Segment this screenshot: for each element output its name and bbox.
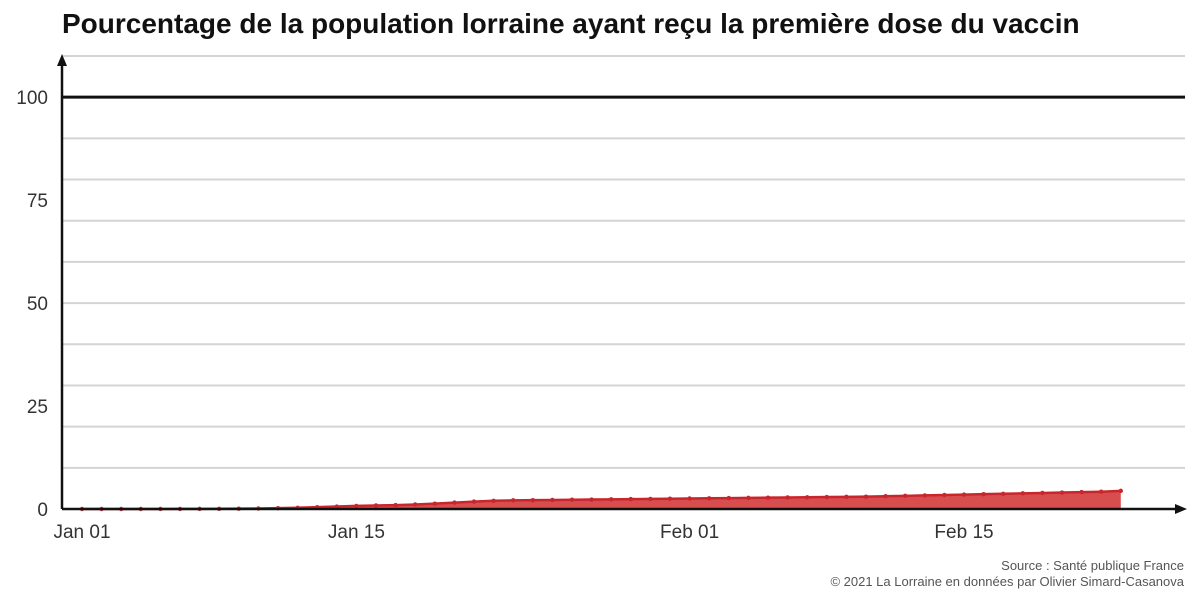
- data-point: [765, 495, 771, 500]
- x-tick-label: Feb 15: [934, 522, 993, 543]
- y-axis-arrow: [57, 54, 67, 66]
- source-note: Source : Santé publique France: [1001, 558, 1184, 573]
- data-point: [393, 502, 398, 508]
- data-point: [746, 495, 751, 501]
- data-point: [628, 496, 633, 502]
- data-point: [491, 498, 496, 503]
- data-point: [844, 494, 849, 500]
- data-point: [1118, 488, 1124, 494]
- data-point: [471, 499, 477, 504]
- y-tick-label: 50: [27, 294, 48, 315]
- axes: [57, 54, 1187, 514]
- data-point: [589, 497, 594, 502]
- data-point: [1040, 490, 1045, 496]
- data-point: [687, 496, 692, 501]
- data-point: [824, 494, 829, 500]
- data-point: [432, 501, 437, 506]
- y-tick-label: 0: [37, 500, 48, 521]
- data-point: [452, 500, 457, 505]
- data-point: [1020, 491, 1025, 496]
- data-point: [1059, 490, 1065, 495]
- data-point: [707, 496, 712, 501]
- data-point: [667, 496, 673, 501]
- y-tick-label: 100: [16, 88, 48, 109]
- data-point: [726, 495, 731, 501]
- data-point: [863, 494, 869, 499]
- data-point: [334, 504, 339, 509]
- credit-note: © 2021 La Lorraine en données par Olivie…: [830, 574, 1184, 589]
- tick-labels: 0 25 50 75 100 Jan 01 Jan 15 Feb 01 Feb 15: [16, 88, 993, 543]
- data-point: [550, 497, 555, 503]
- x-tick-label: Jan 01: [53, 522, 110, 543]
- y-tick-label: 25: [27, 397, 48, 418]
- data-point: [903, 493, 908, 499]
- y-tick-label: 75: [27, 191, 48, 212]
- data-point: [981, 491, 986, 497]
- data-point: [1001, 491, 1006, 496]
- data-point: [354, 503, 359, 509]
- data-point: [1079, 489, 1084, 495]
- data-point: [413, 502, 418, 507]
- x-tick-label: Jan 15: [328, 522, 385, 543]
- data-point: [569, 497, 575, 502]
- grid-lines: [62, 55, 1185, 469]
- data-point: [530, 497, 535, 503]
- data-point: [373, 503, 379, 508]
- data-point: [942, 492, 947, 498]
- data-point: [511, 498, 516, 503]
- x-axis-arrow: [1175, 504, 1187, 514]
- chart-title: Pourcentage de la population lorraine ay…: [62, 8, 1080, 39]
- data-point: [883, 494, 888, 499]
- data-point: [805, 495, 810, 500]
- data-point: [922, 493, 927, 498]
- x-tick-label: Feb 01: [660, 522, 719, 543]
- data-point: [1099, 489, 1104, 494]
- data-point: [648, 496, 653, 502]
- data-point: [785, 495, 790, 500]
- data-point: [961, 492, 967, 497]
- data-point: [609, 497, 614, 502]
